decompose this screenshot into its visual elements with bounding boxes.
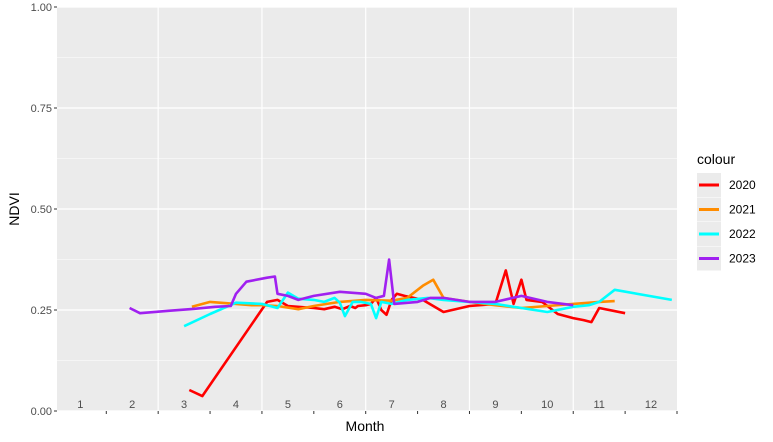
x-tick-label: 4 bbox=[233, 399, 239, 411]
legend-label-2020: 2020 bbox=[729, 178, 756, 192]
x-tick-label: 6 bbox=[337, 399, 343, 411]
series-line-2023 bbox=[129, 258, 574, 315]
y-tick-label: 0.00 bbox=[31, 406, 52, 418]
legend-label-2023: 2023 bbox=[729, 252, 756, 266]
x-tick-label: 2 bbox=[129, 399, 135, 411]
x-tick-label: 5 bbox=[285, 399, 291, 411]
x-tick-label: 11 bbox=[593, 399, 604, 411]
legend-label-2022: 2022 bbox=[729, 227, 756, 241]
y-tick-label: 0.50 bbox=[31, 204, 52, 216]
x-axis-title: Month bbox=[346, 418, 385, 434]
y-tick-label: 0.25 bbox=[31, 305, 52, 317]
x-tick-label: 8 bbox=[440, 399, 446, 411]
x-tick-label: 9 bbox=[492, 399, 498, 411]
series-line-2021 bbox=[191, 278, 615, 311]
x-axis-ticks: 1 2 3 4 5 6 7 8 9 10 11 12 bbox=[77, 399, 678, 414]
x-tick-label: 1 bbox=[77, 399, 83, 411]
legend-title: colour bbox=[697, 151, 735, 167]
x-tick-label: 10 bbox=[541, 399, 553, 411]
x-tick-label: 12 bbox=[645, 399, 657, 411]
legend-label-2021: 2021 bbox=[729, 203, 756, 217]
grid-lines bbox=[57, 6, 677, 412]
x-tick-label: 7 bbox=[389, 399, 395, 411]
legend: colour 2020 2021 2022 2023 bbox=[697, 151, 756, 271]
x-tick-label: 3 bbox=[181, 399, 187, 411]
y-tick-label: 0.75 bbox=[31, 103, 52, 115]
y-axis-title: NDVI bbox=[6, 192, 22, 225]
y-tick-label: 1.00 bbox=[31, 2, 52, 14]
y-axis-ticks: 0.00 0.25 0.50 0.75 1.00 bbox=[31, 2, 57, 418]
series-lines bbox=[129, 258, 673, 398]
